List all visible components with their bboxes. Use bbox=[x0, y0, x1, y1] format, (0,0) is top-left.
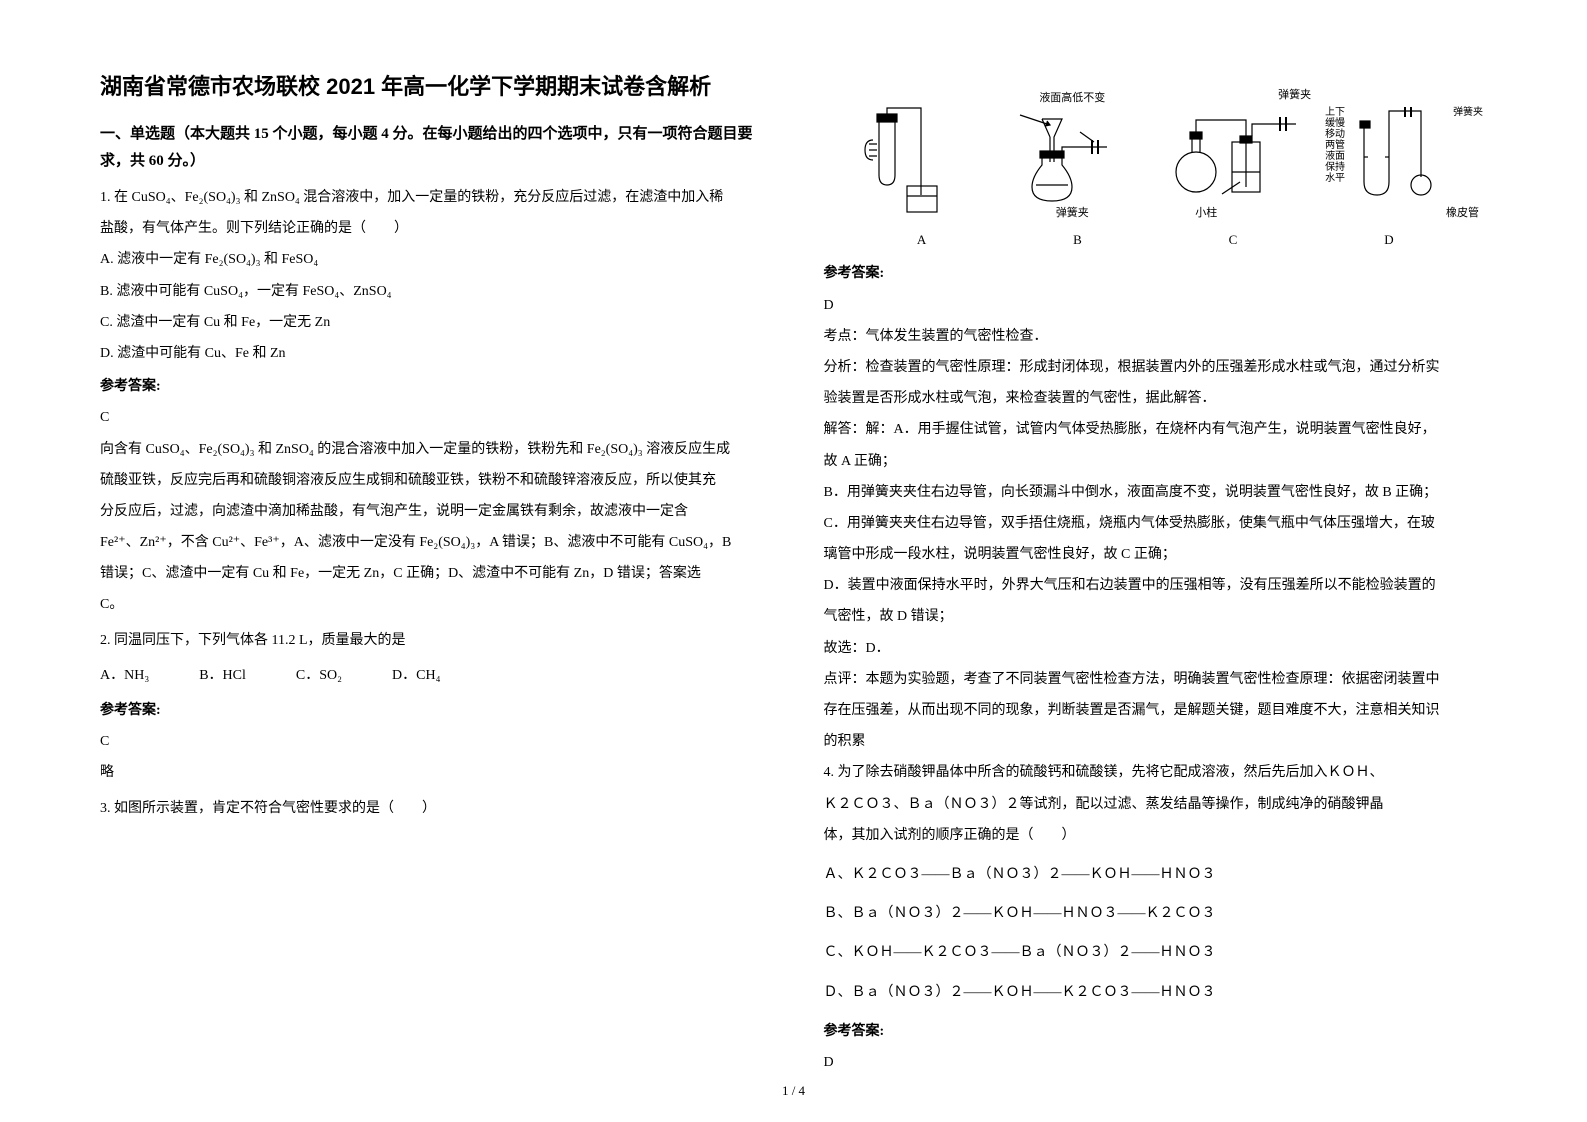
q2-explain: 略 bbox=[100, 760, 764, 785]
q3-dianping-2: 存在压强差，从而出现不同的现象，判断装置是否漏气，是解题关键，题目难度不大，注意… bbox=[824, 698, 1488, 723]
q1-explain-3: 分反应后，过滤，向滤渣中滴加稀盐酸，有气泡产生，说明一定金属铁有剩余，故滤液中一… bbox=[100, 499, 764, 524]
q3-jieda-4: C．用弹簧夹夹住右边导管，双手捂住烧瓶，烧瓶内气体受热膨胀，使集气瓶中气体压强增… bbox=[824, 511, 1488, 536]
q3-stem: 3. 如图所示装置，肯定不符合气密性要求的是（ ） bbox=[100, 796, 764, 821]
q3-jieda-2: 故 A 正确； bbox=[824, 449, 1488, 474]
q2-option-a: A．NH₃ bbox=[100, 663, 149, 688]
q1-stem-line2: 盐酸，有气体产生。则下列结论正确的是（ ） bbox=[100, 216, 764, 241]
q4-option-b: Ｂ、Ｂａ（ＮＯ３）２——ＫＯＨ——ＨＮＯ３——Ｋ２ＣＯ３ bbox=[824, 901, 1488, 926]
apparatus-d-svg bbox=[1349, 107, 1449, 207]
q2-option-d: D．CH₄ bbox=[392, 663, 440, 688]
q3-jieda-7: 气密性，故 D 错误； bbox=[824, 604, 1488, 629]
q3-kaodian: 考点：气体发生装置的气密性检查． bbox=[824, 324, 1488, 349]
q3-answer: D bbox=[824, 293, 1488, 318]
q3-figure-labels: A B C D bbox=[824, 228, 1488, 251]
q1-answer: C bbox=[100, 405, 764, 430]
q1-option-c: C. 滤渣中一定有 Cu 和 Fe，一定无 Zn bbox=[100, 310, 764, 335]
q3-fenxi-2: 验装置是否形成水柱或气泡，来检查装置的气密性，据此解答． bbox=[824, 386, 1488, 411]
q3-jieda-1: 解答：解：A．用手握住试管，试管内气体受热膨胀，在烧杯内有气泡产生，说明装置气密… bbox=[824, 417, 1488, 442]
exam-title: 湖南省常德市农场联校 2021 年高一化学下学期期末试卷含解析 bbox=[100, 70, 764, 103]
q1-explain-1: 向含有 CuSO₄、Fe₂(SO₄)₃ 和 ZnSO₄ 的混合溶液中加入一定量的… bbox=[100, 437, 764, 462]
apparatus-a-svg bbox=[861, 100, 951, 220]
apparatus-d-right: 弹簧夹 bbox=[1453, 107, 1483, 119]
q4-option-d: Ｄ、Ｂａ（ＮＯ３）２——ＫＯＨ——Ｋ２ＣＯ３——ＨＮＯ３ bbox=[824, 980, 1488, 1005]
apparatus-b-label-top: 液面高低不变 bbox=[1039, 92, 1105, 105]
q4-stem-2: Ｋ２ＣＯ３、Ｂａ（ＮＯ３）２等试剂，配以过滤、蒸发结晶等操作，制成纯净的硝酸钾晶 bbox=[824, 792, 1488, 817]
q2-ref-label: 参考答案: bbox=[100, 698, 764, 723]
q1-ref-label: 参考答案: bbox=[100, 374, 764, 399]
q3-jieda-8: 故选：D． bbox=[824, 636, 1488, 661]
q3-ref-label: 参考答案: bbox=[824, 261, 1488, 286]
q3-dianping-1: 点评：本题为实验题，考查了不同装置气密性检查方法，明确装置气密性检查原理：依据密… bbox=[824, 667, 1488, 692]
q2-stem: 2. 同温同压下，下列气体各 11.2 L，质量最大的是 bbox=[100, 628, 764, 653]
q2-answer: C bbox=[100, 729, 764, 754]
q2-option-c: C．SO₂ bbox=[296, 663, 342, 688]
q1-stem-line1: 1. 在 CuSO₄、Fe₂(SO₄)₃ 和 ZnSO₄ 混合溶液中，加入一定量… bbox=[100, 185, 764, 210]
apparatus-d: 上下 缓慢 移动 两管 液面 保持 水平 bbox=[1321, 70, 1487, 220]
apparatus-b-label-bottom: 弹簧夹 bbox=[1056, 207, 1089, 220]
figure-label-b: B bbox=[1073, 228, 1082, 251]
apparatus-a bbox=[824, 70, 990, 220]
left-column: 湖南省常德市农场联校 2021 年高一化学下学期期末试卷含解析 一、单选题（本大… bbox=[100, 70, 764, 1092]
q1-explain-6: C。 bbox=[100, 592, 764, 617]
q3-dianping-3: 的积累 bbox=[824, 729, 1488, 754]
q1-option-b: B. 滤液中可能有 CuSO₄，一定有 FeSO₄、ZnSO₄ bbox=[100, 279, 764, 304]
apparatus-b: 液面高低不变 bbox=[989, 70, 1155, 220]
apparatus-c-label: 弹簧夹 bbox=[1278, 89, 1311, 102]
q4-option-a: Ａ、Ｋ２ＣＯ３——Ｂａ（ＮＯ３）２——ＫＯＨ——ＨＮＯ３ bbox=[824, 862, 1488, 887]
q3-jieda-5: 璃管中形成一段水柱，说明装置气密性良好，故 C 正确； bbox=[824, 542, 1488, 567]
q2-options: A．NH₃ B．HCl C．SO₂ D．CH₄ bbox=[100, 663, 764, 688]
figure-label-c: C bbox=[1229, 228, 1238, 251]
q3-figures: 液面高低不变 bbox=[824, 70, 1488, 220]
q1-option-d: D. 滤渣中可能有 Cu、Fe 和 Zn bbox=[100, 341, 764, 366]
q1-explain-5: 错误；C、滤渣中一定有 Cu 和 Fe，一定无 Zn，C 正确；D、滤渣中不可能… bbox=[100, 561, 764, 586]
q2-option-b: B．HCl bbox=[199, 663, 246, 688]
q1-explain-4: Fe²⁺、Zn²⁺，不含 Cu²⁺、Fe³⁺，A、滤液中一定没有 Fe₂(SO₄… bbox=[100, 530, 764, 555]
q1-explain-2: 硫酸亚铁，反应完后再和硫酸铜溶液反应生成铜和硫酸亚铁，铁粉不和硫酸锌溶液反应，所… bbox=[100, 468, 764, 493]
q3-jieda-6: D．装置中液面保持水平时，外界大气压和右边装置中的压强相等，没有压强差所以不能检… bbox=[824, 573, 1488, 598]
q4-stem-1: 4. 为了除去硝酸钾晶体中所含的硫酸钙和硫酸镁，先将它配成溶液，然后先后加入ＫＯ… bbox=[824, 760, 1488, 785]
apparatus-d-text: 上下 缓慢 移动 两管 液面 保持 水平 bbox=[1325, 107, 1345, 184]
q4-answer: D bbox=[824, 1050, 1488, 1075]
q4-stem-3: 体，其加入试剂的顺序正确的是（ ） bbox=[824, 823, 1488, 848]
apparatus-c: 弹簧夹 bbox=[1155, 70, 1321, 220]
figure-label-d: D bbox=[1384, 228, 1393, 251]
q4-ref-label: 参考答案: bbox=[824, 1019, 1488, 1044]
figure-label-a: A bbox=[917, 228, 926, 251]
q3-fenxi-1: 分析：检查装置的气密性原理：形成封闭体现，根据装置内外的压强差形成水柱或气泡，通… bbox=[824, 355, 1488, 380]
q1-option-a: A. 滤液中一定有 Fe₂(SO₄)₃ 和 FeSO₄ bbox=[100, 247, 764, 272]
q4-option-c: Ｃ、ＫＯＨ——Ｋ２ＣＯ３——Ｂａ（ＮＯ３）２——ＨＮＯ３ bbox=[824, 940, 1488, 965]
page-footer: 1 / 4 bbox=[0, 1079, 1587, 1102]
q3-jieda-3: B．用弹簧夹夹住右边导管，向长颈漏斗中倒水，液面高度不变，说明装置气密性良好，故… bbox=[824, 480, 1488, 505]
apparatus-b-svg bbox=[1012, 107, 1132, 207]
apparatus-c-svg bbox=[1168, 102, 1308, 207]
apparatus-d-bottom: 橡皮管 bbox=[1446, 207, 1479, 220]
section-heading: 一、单选题（本大题共 15 个小题，每小题 4 分。在每小题给出的四个选项中，只… bbox=[100, 121, 764, 175]
apparatus-c-small: 小柱 bbox=[1195, 207, 1217, 220]
right-column: 液面高低不变 bbox=[824, 70, 1488, 1092]
